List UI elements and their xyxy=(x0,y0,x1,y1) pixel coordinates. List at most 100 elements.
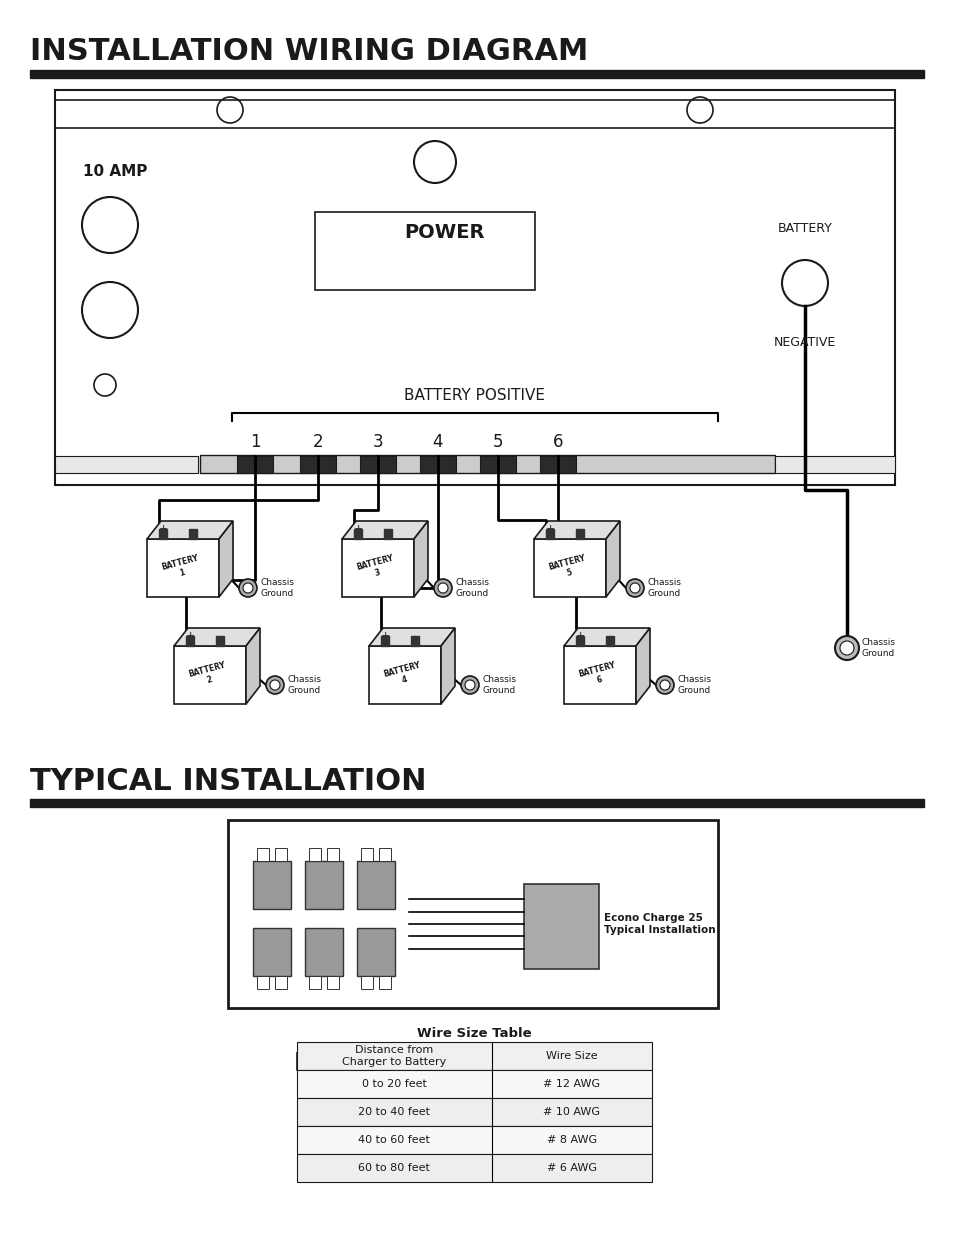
Bar xyxy=(369,646,440,704)
Bar xyxy=(378,848,391,861)
Circle shape xyxy=(659,680,669,690)
Text: BATTERY POSITIVE: BATTERY POSITIVE xyxy=(404,388,545,403)
Polygon shape xyxy=(563,629,649,646)
Text: +: + xyxy=(380,631,389,641)
Text: Chassis
Ground: Chassis Ground xyxy=(482,676,517,695)
Bar xyxy=(305,927,343,976)
Text: POWER: POWER xyxy=(404,224,485,242)
Text: # 6 AWG: # 6 AWG xyxy=(546,1163,597,1173)
Bar xyxy=(327,976,338,989)
Bar xyxy=(309,976,320,989)
Polygon shape xyxy=(414,521,428,597)
Bar xyxy=(576,636,583,646)
Bar xyxy=(296,1070,651,1098)
Bar xyxy=(356,861,395,909)
Text: +: + xyxy=(185,631,194,641)
Bar xyxy=(356,927,395,976)
Bar xyxy=(147,538,219,597)
Bar xyxy=(479,456,516,473)
Text: Chassis
Ground: Chassis Ground xyxy=(261,578,294,598)
Text: +: + xyxy=(158,524,168,534)
Bar xyxy=(173,646,246,704)
Bar xyxy=(274,848,287,861)
Bar xyxy=(256,976,269,989)
Text: -: - xyxy=(607,631,612,641)
Circle shape xyxy=(656,676,673,694)
Text: BATTERY
1: BATTERY 1 xyxy=(160,553,202,582)
Bar xyxy=(576,529,583,538)
Bar xyxy=(30,70,923,78)
Circle shape xyxy=(239,579,256,597)
Bar xyxy=(55,456,198,473)
Text: -: - xyxy=(218,631,222,641)
Bar xyxy=(253,861,291,909)
Bar xyxy=(314,212,535,290)
Bar xyxy=(523,884,598,969)
Text: 4: 4 xyxy=(433,433,443,451)
Text: BATTERY
3: BATTERY 3 xyxy=(355,553,396,582)
Text: TYPICAL INSTALLATION: TYPICAL INSTALLATION xyxy=(30,767,426,797)
Polygon shape xyxy=(147,521,233,538)
Text: # 10 AWG: # 10 AWG xyxy=(543,1107,599,1116)
Text: 3: 3 xyxy=(373,433,383,451)
Bar xyxy=(186,636,193,646)
Text: INSTALLATION WIRING DIAGRAM: INSTALLATION WIRING DIAGRAM xyxy=(30,37,588,67)
Text: 0 to 20 feet: 0 to 20 feet xyxy=(361,1079,426,1089)
Bar xyxy=(55,90,894,485)
Bar xyxy=(296,1042,651,1070)
Circle shape xyxy=(629,583,639,593)
Bar xyxy=(55,100,894,128)
Text: Chassis
Ground: Chassis Ground xyxy=(862,638,895,658)
Text: Chassis
Ground: Chassis Ground xyxy=(647,578,681,598)
Bar xyxy=(419,456,456,473)
Circle shape xyxy=(834,636,858,659)
Text: BATTERY
5: BATTERY 5 xyxy=(547,553,588,582)
Text: NEGATIVE: NEGATIVE xyxy=(773,336,835,348)
Polygon shape xyxy=(246,629,260,704)
Polygon shape xyxy=(341,521,428,538)
Bar xyxy=(253,927,291,976)
Text: +: + xyxy=(545,524,554,534)
Bar xyxy=(215,636,224,646)
Circle shape xyxy=(464,680,475,690)
Bar xyxy=(228,820,718,1008)
Bar xyxy=(30,799,923,806)
Polygon shape xyxy=(534,521,619,538)
Circle shape xyxy=(270,680,280,690)
Circle shape xyxy=(266,676,284,694)
Text: Wire Size: Wire Size xyxy=(546,1051,598,1061)
Text: # 12 AWG: # 12 AWG xyxy=(543,1079,600,1089)
Text: Distance from
Charger to Battery: Distance from Charger to Battery xyxy=(341,1045,446,1067)
Bar xyxy=(774,456,894,473)
Bar xyxy=(296,1053,651,1070)
Bar xyxy=(605,636,614,646)
Polygon shape xyxy=(636,629,649,704)
Circle shape xyxy=(437,583,448,593)
Bar xyxy=(384,529,392,538)
Text: 10 AMP: 10 AMP xyxy=(83,164,147,179)
Bar xyxy=(359,456,395,473)
Bar xyxy=(189,529,196,538)
Text: 6: 6 xyxy=(552,433,562,451)
Text: 1: 1 xyxy=(250,433,260,451)
Circle shape xyxy=(460,676,478,694)
Text: Econo Charge 25
Typical Installation: Econo Charge 25 Typical Installation xyxy=(603,913,715,935)
Circle shape xyxy=(434,579,452,597)
Text: Chassis
Ground: Chassis Ground xyxy=(456,578,490,598)
Bar xyxy=(341,538,414,597)
Bar xyxy=(296,1098,651,1126)
Bar xyxy=(380,636,389,646)
Text: 2: 2 xyxy=(313,433,323,451)
Text: -: - xyxy=(413,631,416,641)
Bar xyxy=(327,848,338,861)
Text: Wire Size Table: Wire Size Table xyxy=(416,1028,531,1040)
Bar xyxy=(299,456,335,473)
Bar xyxy=(545,529,554,538)
Bar xyxy=(236,456,273,473)
Text: 20 to 40 feet: 20 to 40 feet xyxy=(357,1107,430,1116)
Polygon shape xyxy=(173,629,260,646)
Text: # 8 AWG: # 8 AWG xyxy=(546,1135,597,1145)
Text: 40 to 60 feet: 40 to 60 feet xyxy=(357,1135,430,1145)
Bar xyxy=(378,976,391,989)
Bar xyxy=(534,538,605,597)
